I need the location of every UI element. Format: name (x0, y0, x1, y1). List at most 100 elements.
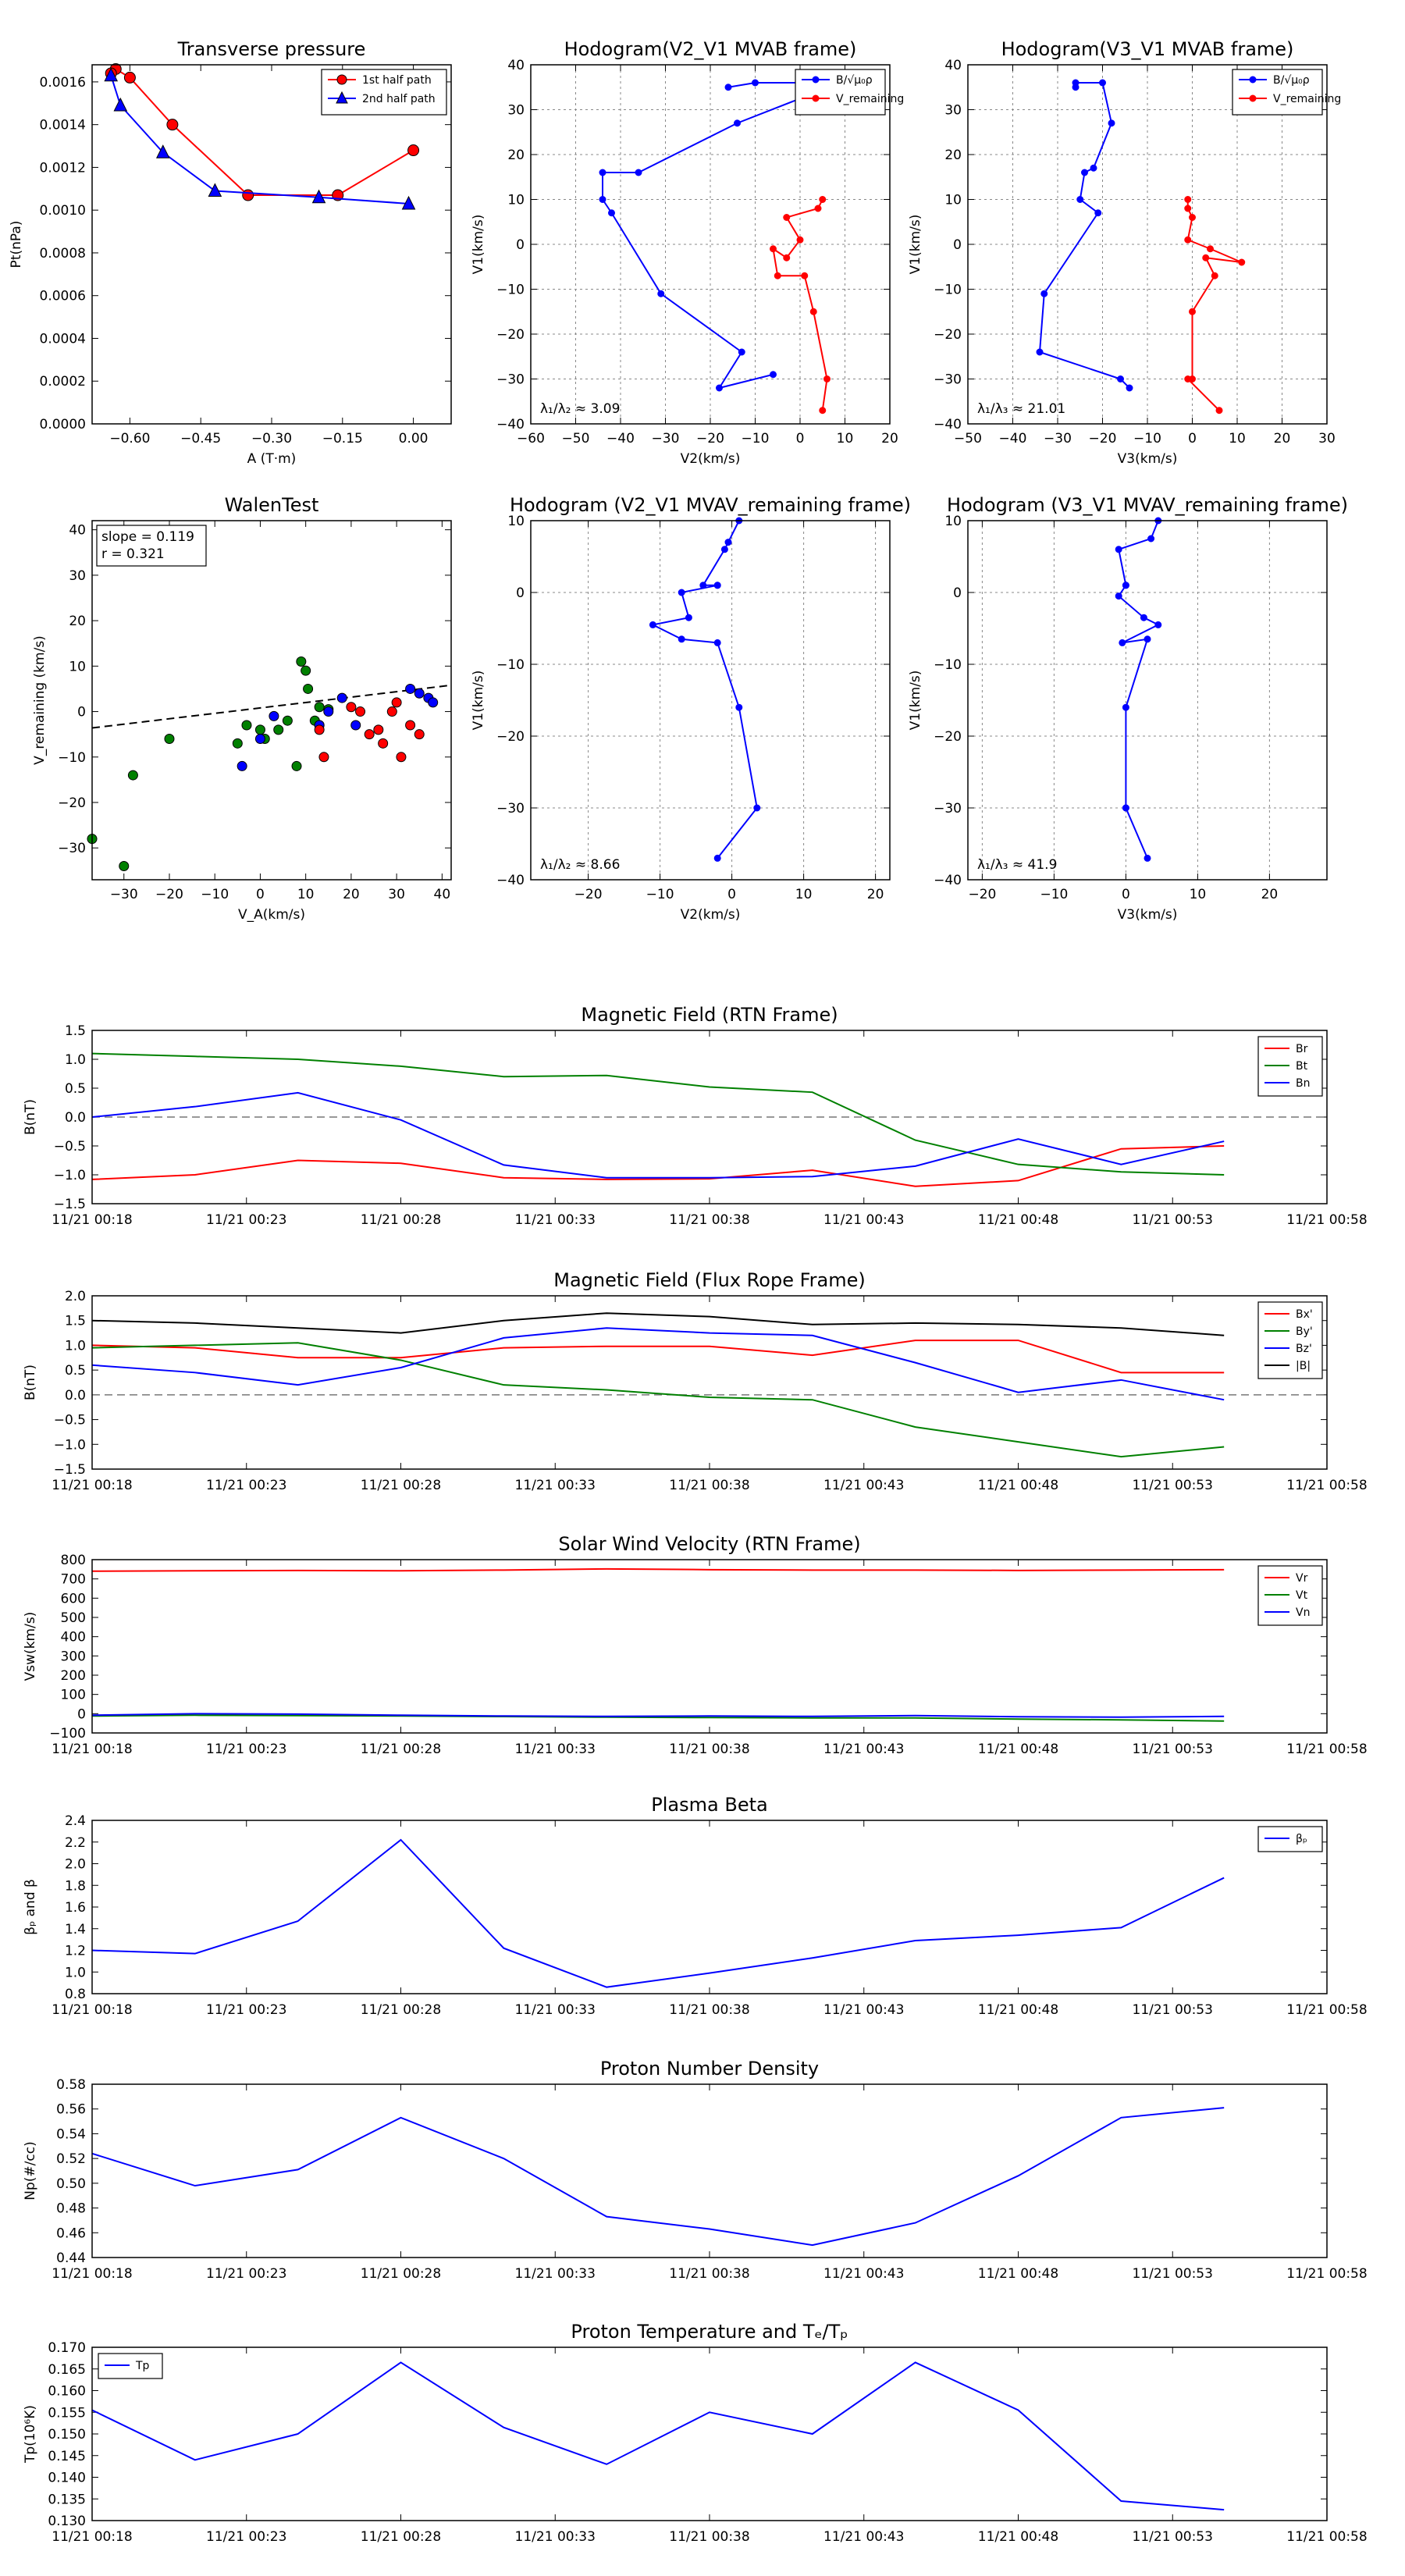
plot-frame (91, 1820, 1328, 1994)
y-axis-label: B(nT) (23, 1099, 38, 1135)
y-tick-label: 10 (69, 659, 86, 674)
legend-label: V_remaining (836, 93, 904, 105)
legend-label: Vn (1296, 1606, 1310, 1619)
eigenvalue-ratio: λ₁/λ₂ ≈ 3.09 (540, 401, 620, 417)
data-point (127, 770, 138, 781)
data-point (1117, 375, 1124, 382)
data-point (1147, 535, 1155, 543)
y-tick-label: 500 (61, 1610, 86, 1626)
time-tick-label: 11/21 00:48 (978, 1212, 1058, 1228)
y-tick-label: 0.0000 (40, 417, 86, 432)
data-point (1215, 407, 1223, 415)
data-point (796, 236, 804, 244)
plot-frame (91, 520, 452, 881)
data-point (1140, 614, 1147, 621)
series-line (110, 75, 409, 205)
x-axis-label: V_A(km/s) (238, 907, 305, 923)
fit-line (91, 684, 452, 729)
data-point (678, 589, 685, 596)
y-tick-label: −40 (496, 873, 525, 888)
data-point (608, 209, 615, 217)
time-tick-label: 11/21 00:48 (978, 2529, 1058, 2545)
y-tick-label: −0.5 (54, 1413, 86, 1429)
x-tick-label: 0.00 (399, 431, 429, 447)
chart-title: Plasma Beta (651, 1794, 767, 1816)
y-tick-label: 0.5 (65, 1081, 86, 1097)
data-point (1202, 254, 1210, 262)
legend-label: 1st half path (362, 74, 432, 87)
data-point (254, 724, 265, 735)
x-tick-label: 10 (1190, 887, 1207, 902)
time-tick-label: 11/21 00:58 (1286, 2529, 1367, 2545)
legend-label: |B| (1296, 1360, 1311, 1372)
y-tick-label: −10 (58, 750, 86, 766)
data-point (242, 189, 254, 201)
y-axis-label: βₚ and β (23, 1879, 38, 1935)
data-point (314, 724, 325, 735)
data-point (1154, 621, 1162, 628)
time-tick-label: 11/21 00:28 (361, 1478, 441, 1493)
y-tick-label: 0 (516, 237, 525, 253)
y-tick-label: 10 (507, 193, 525, 208)
plot-frame (91, 64, 452, 425)
eigenvalue-ratio: λ₁/λ₃ ≈ 21.01 (977, 401, 1065, 417)
legend-label: Bz' (1296, 1343, 1312, 1355)
x-tick-label: 20 (1274, 431, 1291, 447)
y-tick-label: 10 (944, 514, 962, 529)
y-tick-label: 0.0 (65, 1388, 86, 1404)
y-tick-label: 100 (61, 1688, 86, 1703)
data-point (1189, 214, 1196, 221)
legend-label: 2nd half path (362, 93, 436, 105)
plot-frame (967, 64, 1328, 425)
data-point (1072, 79, 1080, 87)
data-point (753, 804, 761, 812)
data-point (1119, 639, 1126, 646)
data-point (819, 196, 827, 203)
data-point (414, 729, 425, 740)
time-tick-label: 11/21 00:23 (206, 2529, 286, 2545)
legend-label: βₚ (1296, 1833, 1307, 1845)
y-tick-label: 300 (61, 1649, 86, 1664)
y-tick-label: −30 (934, 372, 962, 388)
legend-label: Vt (1296, 1589, 1308, 1602)
time-tick-label: 11/21 00:38 (669, 2002, 749, 2018)
y-tick-label: −1.0 (54, 1168, 86, 1183)
legend-label: B/√μ₀ρ (1273, 74, 1310, 87)
x-tick-label: −20 (968, 887, 996, 902)
time-tick-label: 11/21 00:38 (669, 1478, 749, 1493)
series-0 (105, 62, 420, 201)
time-tick-label: 11/21 00:23 (206, 1742, 286, 1757)
data-point (1122, 703, 1129, 711)
y-tick-label: −20 (934, 327, 962, 343)
y-tick-label: 1.2 (65, 1944, 86, 1959)
y-tick-label: 1.4 (65, 1922, 86, 1937)
series-line-0 (91, 1340, 1225, 1374)
data-point (414, 688, 425, 699)
y-axis-label: Tp(10⁶K) (23, 2405, 38, 2464)
y-tick-label: 1.8 (65, 1878, 86, 1894)
series-0 (87, 656, 334, 872)
x-tick-label: 20 (881, 431, 898, 447)
y-tick-label: 2.0 (65, 1289, 86, 1304)
data-point (254, 733, 265, 744)
time-tick-label: 11/21 00:43 (823, 1478, 904, 1493)
data-point (1115, 592, 1122, 600)
data-point (735, 703, 743, 711)
time-tick-label: 11/21 00:43 (823, 2529, 904, 2545)
chart-panel-hodo1: −60 −50 −40 −30 −20 −10 0 10 20 −40 −30 −20 −10 0 10 20… (471, 38, 904, 467)
data-point (273, 724, 284, 735)
legend-marker (812, 94, 820, 102)
plot-frame (91, 1559, 1328, 1734)
series-line-0 (91, 1145, 1225, 1187)
time-tick-label: 11/21 00:43 (823, 2002, 904, 2018)
y-tick-label: −10 (496, 657, 525, 673)
x-tick-label: −10 (1040, 887, 1068, 902)
y-tick-label: −1.5 (54, 1462, 86, 1478)
x-axis-label: V2(km/s) (681, 907, 741, 923)
plot-frame (530, 520, 891, 881)
time-tick-label: 11/21 00:23 (206, 1212, 286, 1228)
y-tick-label: 0 (953, 237, 962, 253)
time-tick-label: 11/21 00:23 (206, 2266, 286, 2282)
y-tick-label: 1.5 (65, 1023, 86, 1039)
